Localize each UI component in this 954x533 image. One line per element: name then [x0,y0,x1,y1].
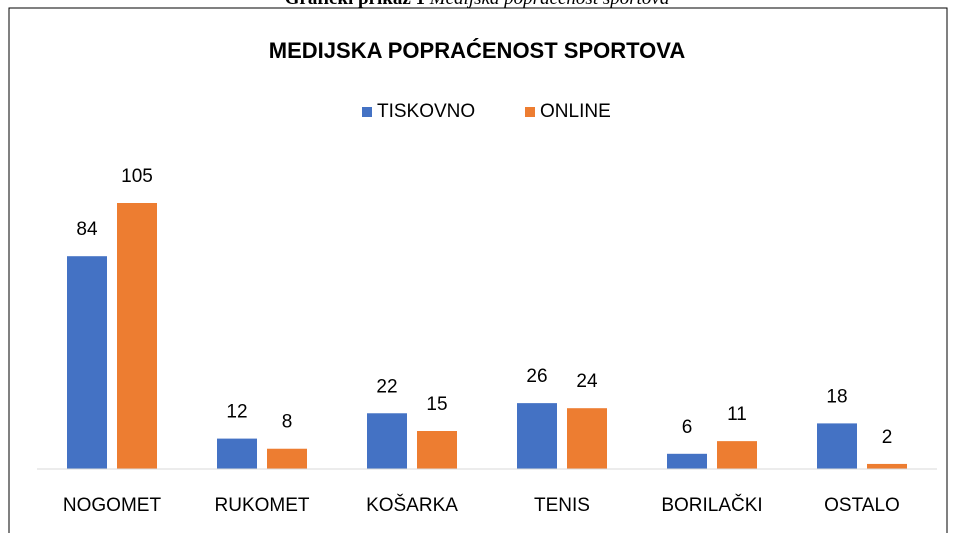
value-label: 24 [576,371,598,392]
bar [417,431,457,469]
bar [517,403,557,469]
caption-text: Medijska popraćenost sportova [429,0,670,9]
chart-frame [8,7,948,533]
bar [117,203,157,469]
bar [867,463,907,469]
value-label: 22 [376,376,397,397]
x-tick-label: OSTALO [824,495,900,516]
legend-label: TISKOVNO [377,101,475,122]
value-label: 11 [727,404,747,425]
bar [67,256,107,469]
value-label: 18 [826,386,847,407]
bar [217,438,257,469]
value-label: 84 [76,219,98,240]
x-tick-label: TENIS [534,495,590,516]
x-tick-label: NOGOMET [63,495,162,516]
legend-swatch [362,107,372,117]
bar [667,453,707,469]
value-label: 105 [121,166,153,187]
caption-label: Grafički prikaz 1 [285,0,425,9]
x-tick-label: KOŠARKA [366,494,458,516]
bar [267,448,307,469]
legend-label: ONLINE [540,101,611,122]
value-label: 2 [882,427,893,448]
value-label: 12 [226,402,247,423]
bar [717,441,757,469]
chart-title: MEDIJSKA POPRAĆENOST SPORTOVA [269,38,686,63]
legend-swatch [525,107,535,117]
value-label: 26 [526,366,547,387]
bar [567,408,607,469]
bar [817,423,857,469]
value-label: 8 [282,412,293,433]
value-label: 15 [426,394,447,415]
caption: Grafički prikaz 1 Medijska popraćenost s… [285,0,670,9]
value-label: 6 [682,417,693,438]
x-tick-label: BORILAČKI [661,494,762,516]
x-tick-label: RUKOMET [215,495,310,516]
bar [367,413,407,469]
